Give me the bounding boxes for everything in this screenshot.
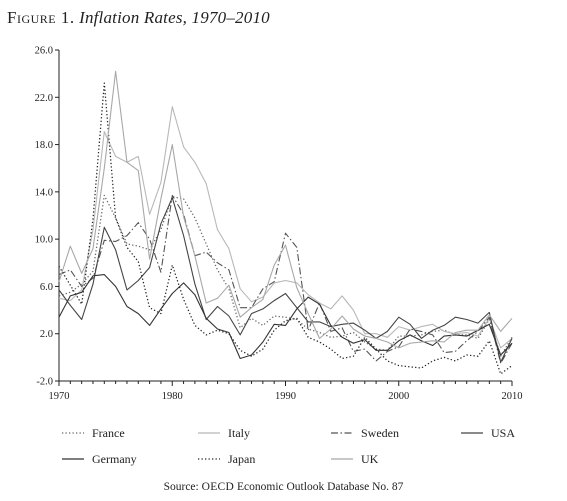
- x-tick-label: 1990: [275, 391, 296, 402]
- figure-name: Inflation Rates, 1970–2010: [79, 8, 270, 27]
- y-tick-label: 14.0: [35, 187, 53, 198]
- x-tick-label: 2000: [388, 391, 409, 402]
- legend-label-france: France: [92, 426, 125, 440]
- figure-label: Figure 1.: [7, 8, 75, 27]
- source-org: OECD: [201, 481, 235, 493]
- y-tick-label: 10.0: [35, 235, 53, 246]
- line-chart: -2.0 2.0 6.0 10.0 14.0 18.0 22.0 26.0 1970 1980 19…: [35, 46, 523, 467]
- series-line-japan: [58, 82, 513, 375]
- legend-label-usa: USA: [491, 426, 515, 440]
- legend-label-sweden: Sweden: [361, 426, 399, 440]
- x-tick-label: 2010: [502, 391, 523, 402]
- series-line-sweden: [58, 194, 513, 364]
- legend-label-germany: Germany: [92, 452, 137, 466]
- series-layer: [58, 70, 513, 375]
- x-tick-label: 1970: [49, 391, 70, 402]
- series-line-france: [58, 194, 513, 357]
- legend-label-uk: UK: [361, 452, 379, 466]
- legend-label-italy: Italy: [228, 426, 250, 440]
- source-prefix: Source:: [163, 481, 199, 493]
- y-tick-label: 2.0: [40, 329, 53, 340]
- y-tick-label: 6.0: [40, 282, 53, 293]
- series-line-usa: [58, 197, 513, 363]
- y-tick-label: 18.0: [35, 140, 53, 151]
- series-line-germany: [58, 274, 513, 360]
- source-note: Source: OECD Economic Outlook Database N…: [0, 481, 567, 493]
- y-tick-label: -2.0: [36, 377, 53, 388]
- legend-label-japan: Japan: [228, 452, 255, 466]
- x-tick-label: 1980: [162, 391, 183, 402]
- legend: France Italy Sweden USA Germany Japan UK: [62, 426, 515, 466]
- y-tick-label: 22.0: [35, 93, 53, 104]
- axes: -2.0 2.0 6.0 10.0 14.0 18.0 22.0 26.0 1970 1980 19…: [35, 46, 523, 403]
- y-tick-label: 26.0: [35, 46, 53, 57]
- figure-title: Figure 1. Inflation Rates, 1970–2010: [7, 8, 270, 28]
- series-line-uk: [58, 70, 513, 349]
- source-rest: Economic Outlook Database No. 87: [237, 481, 404, 493]
- series-line-italy: [58, 106, 513, 349]
